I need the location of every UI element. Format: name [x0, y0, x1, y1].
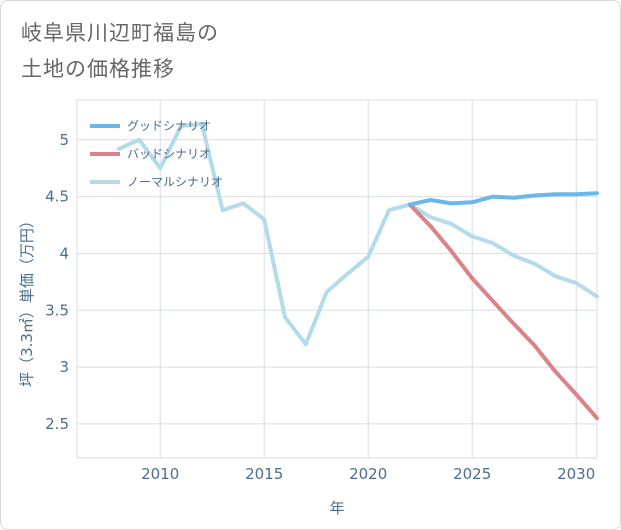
legend-label: バッドシナリオ [127, 147, 211, 161]
legend-label: ノーマルシナリオ [127, 175, 223, 189]
series-line [116, 121, 599, 347]
legend-label: グッドシナリオ [127, 119, 211, 133]
title-line-2: 土地の価格推移 [21, 57, 175, 81]
y-tick-label: 3 [59, 358, 69, 376]
x-axis-ticks: 2010 2015 2020 2025 2030 [141, 465, 595, 483]
y-tick-label: 4 [59, 244, 69, 262]
y-tick-label: 4.5 [45, 188, 69, 206]
series-line [407, 202, 599, 421]
x-axis-title: 年 [329, 499, 344, 517]
y-tick-label: 2.5 [45, 415, 69, 433]
y-axis-title: 坪（3.3㎡）単価（万円） [18, 213, 36, 387]
x-tick-label: 2025 [453, 465, 491, 483]
x-tick-label: 2020 [349, 465, 387, 483]
y-axis-ticks: 2.5 3 3.5 4 4.5 5 [45, 131, 69, 433]
x-tick-label: 2010 [141, 465, 179, 483]
title-line-1: 岐阜県川辺町福島の [21, 21, 219, 45]
x-tick-label: 2030 [557, 465, 595, 483]
plot-border [76, 99, 598, 459]
x-tick-label: 2015 [245, 465, 283, 483]
series-lines [116, 121, 599, 421]
y-tick-label: 5 [59, 131, 69, 149]
y-tick-label: 3.5 [45, 301, 69, 319]
page-title: 岐阜県川辺町福島の 土地の価格推移 [21, 15, 219, 87]
series-line [407, 191, 599, 207]
